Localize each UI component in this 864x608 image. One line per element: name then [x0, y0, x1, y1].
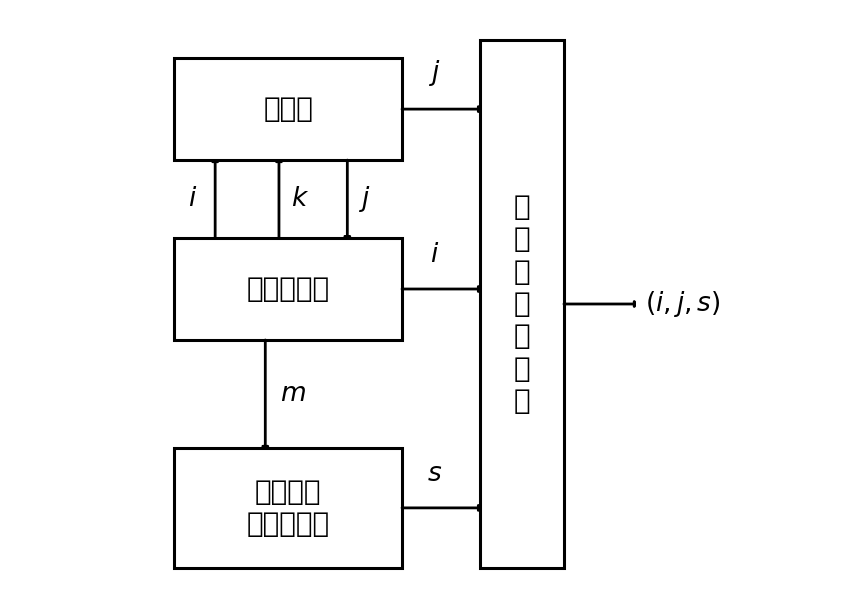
- Text: 横向对角
循环右移表: 横向对角 循环右移表: [246, 478, 330, 538]
- Text: $j$: $j$: [359, 184, 372, 214]
- Text: 索引发生器: 索引发生器: [246, 275, 330, 303]
- Text: $m$: $m$: [280, 381, 306, 407]
- Bar: [175, 58, 402, 160]
- Text: $(i,j,s)$: $(i,j,s)$: [645, 289, 721, 319]
- Text: 置
换
矩
阵
形
成
器: 置 换 矩 阵 形 成 器: [513, 193, 530, 415]
- Bar: [175, 448, 402, 568]
- Text: 块列表: 块列表: [264, 95, 313, 123]
- Text: $j$: $j$: [429, 58, 442, 88]
- Text: $i$: $i$: [188, 186, 197, 212]
- Text: $i$: $i$: [430, 242, 440, 268]
- Bar: [480, 40, 564, 568]
- Text: $s$: $s$: [428, 461, 442, 487]
- Text: $k$: $k$: [291, 186, 309, 212]
- Bar: [175, 238, 402, 340]
